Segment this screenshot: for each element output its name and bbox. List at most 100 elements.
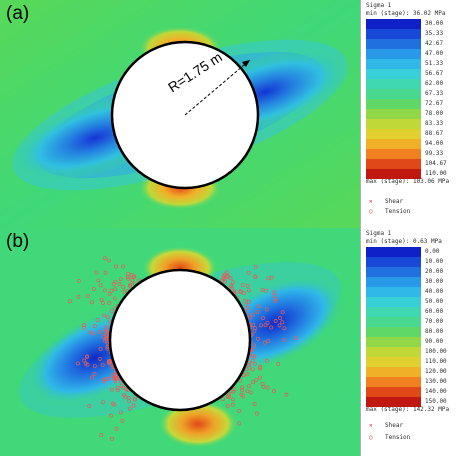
tension-point [272, 290, 277, 295]
tension-point [109, 413, 113, 418]
tension-point [281, 337, 286, 342]
tension-point [76, 294, 81, 299]
tension-point [244, 367, 249, 372]
tension-point [81, 325, 86, 330]
legend-swatch [366, 247, 421, 257]
legend-tick-label: 88.67 [425, 130, 444, 137]
tension-point [103, 288, 107, 293]
tension-point [255, 309, 260, 314]
legend-swatch [366, 327, 421, 337]
legend-swatch [366, 89, 421, 99]
tension-point [263, 323, 268, 328]
tension-point [266, 276, 271, 281]
tension-point [92, 363, 97, 368]
tension-point [131, 275, 136, 279]
legend-tick-label: 104.67 [425, 160, 447, 167]
tension-point [103, 270, 108, 275]
tension-point [294, 336, 299, 341]
legend-tick-label: 30.00 [425, 278, 444, 285]
tension-point [238, 290, 243, 294]
tension-point [121, 392, 126, 397]
tension-point [251, 380, 255, 385]
tension-point [241, 394, 245, 399]
tension-point [227, 394, 232, 399]
tension-point [252, 354, 257, 359]
tension-point [132, 397, 137, 402]
tension-point [247, 360, 252, 365]
legend-b-swatches [366, 247, 421, 407]
tension-point [246, 270, 251, 275]
tension-point [250, 312, 255, 317]
radius-line [184, 59, 251, 116]
tension-point [244, 303, 249, 307]
legend-swatch [366, 267, 421, 277]
tension-point [272, 389, 276, 394]
tension-point [253, 264, 258, 269]
contour-plot-a [0, 0, 360, 228]
legend-swatch [366, 347, 421, 357]
legend-b-tension-label: Tension [385, 434, 411, 441]
tension-point [240, 387, 245, 392]
tension-point [107, 361, 112, 366]
legend-swatch [366, 367, 421, 377]
legend-tick-label: 35.33 [425, 30, 444, 37]
tension-point [224, 270, 229, 275]
legend-swatch [366, 159, 421, 169]
legend-a-shear: ✕ Shear [369, 198, 403, 205]
tension-point [265, 385, 270, 390]
tension-point [237, 409, 242, 413]
tension-point [92, 324, 97, 329]
tension-point [82, 323, 87, 328]
legend-b-tension: ○ Tension [369, 434, 410, 441]
panel-a-label: (a) [6, 3, 30, 24]
legend-tick-label: 10.00 [425, 258, 444, 265]
legend-swatch [366, 317, 421, 327]
tension-point [118, 410, 123, 415]
legend-swatch [366, 119, 421, 129]
tension-point [250, 322, 255, 327]
tension-point [105, 346, 110, 351]
tension-point [109, 309, 114, 314]
legend-tick-label: 100.00 [425, 348, 447, 355]
tension-point [265, 321, 270, 325]
tension-point [276, 361, 281, 366]
tension-point [231, 280, 235, 285]
tension-point [98, 283, 103, 288]
tension-point [280, 320, 285, 325]
tension-point [262, 340, 267, 345]
tension-point [101, 379, 106, 384]
tension-point [273, 298, 278, 303]
legend-tick-label: 110.00 [425, 170, 447, 177]
legend-swatch [366, 257, 421, 267]
legend-swatch [366, 149, 421, 159]
excavation-hole-b [108, 268, 252, 412]
legend-b-max: max (stage): 142.32 MPa [366, 406, 450, 413]
tension-point [232, 387, 237, 392]
tension-point [241, 372, 246, 377]
legend-swatch [366, 129, 421, 139]
tension-point [109, 387, 114, 392]
tension-point [245, 389, 250, 394]
legend-tick-label: 50.00 [425, 298, 444, 305]
contour-plot-b [0, 228, 360, 456]
tension-point [226, 274, 230, 278]
tension-point [113, 379, 118, 384]
tension-point [85, 354, 89, 359]
legend-swatch [366, 139, 421, 149]
legend-swatch [366, 69, 421, 79]
tension-point [117, 282, 122, 286]
tension-point [102, 377, 107, 382]
tension-point [122, 289, 127, 294]
shear-marker-icon: ✕ [369, 198, 373, 205]
legend-b-min: min (stage): 0.63 MPa [366, 238, 442, 245]
legend-swatch [366, 307, 421, 317]
tension-point [100, 301, 105, 305]
legend-tick-label: 47.00 [425, 50, 444, 57]
legend-b: Sigma 1 min (stage): 0.63 MPa 0.00 10.00 2… [360, 228, 474, 456]
tension-point [114, 426, 119, 431]
tension-point [102, 313, 107, 318]
tension-point [110, 436, 114, 441]
radius-arrow-icon [242, 60, 250, 67]
tension-point [245, 306, 250, 311]
tension-point [90, 375, 94, 380]
